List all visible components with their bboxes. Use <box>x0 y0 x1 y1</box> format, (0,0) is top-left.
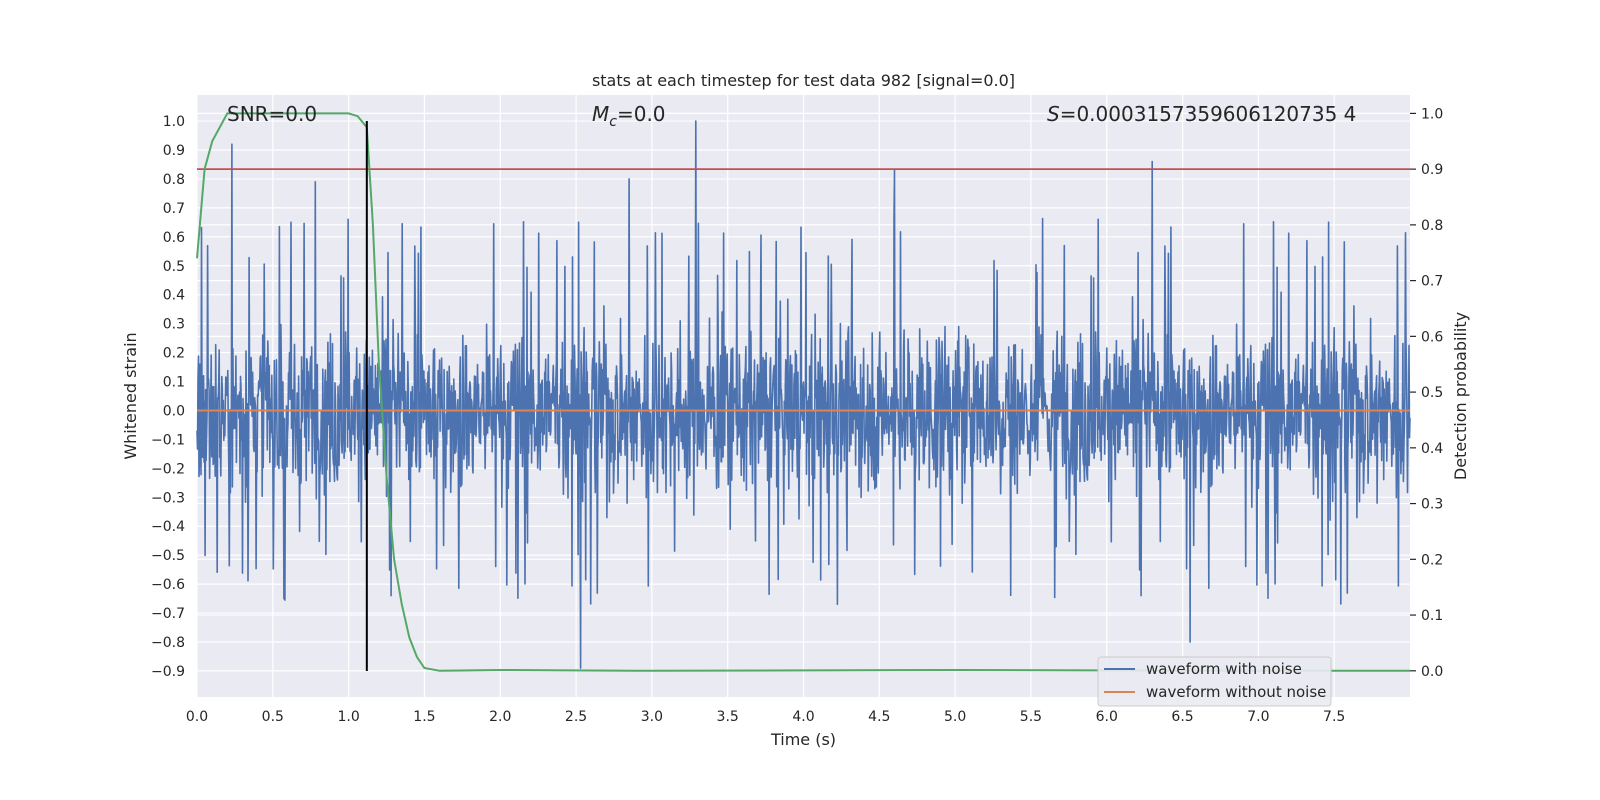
y-tick-label: 0.1 <box>163 375 185 391</box>
x-tick-label: 1.5 <box>413 709 435 725</box>
x-tick-label: 4.5 <box>868 709 890 725</box>
y2-tick-label: 0.1 <box>1421 608 1443 624</box>
x-tick-label: 0.5 <box>262 709 284 725</box>
y-tick-label: −0.1 <box>151 432 185 448</box>
y-axis-label: Whitened strain <box>121 332 140 459</box>
s-symbol: S <box>1047 102 1060 126</box>
y-tick-label: −0.8 <box>151 635 185 651</box>
snr-annotation: SNR=0.0 <box>227 102 317 126</box>
y-tick-label: 0.5 <box>163 259 185 275</box>
x-tick-label: 3.0 <box>641 709 663 725</box>
y2-tick-label: 0.8 <box>1421 218 1443 234</box>
y2-tick-label: 0.6 <box>1421 329 1443 345</box>
x-tick-label: 5.0 <box>944 709 966 725</box>
y2-tick-label: 0.7 <box>1421 274 1443 290</box>
y-tick-label: −0.4 <box>151 519 185 535</box>
y2-tick-label: 0.0 <box>1421 664 1443 680</box>
y-tick-label: −0.7 <box>151 606 185 622</box>
mc-subscript: c <box>609 114 617 130</box>
y-tick-label: 0.2 <box>163 346 185 362</box>
x-tick-label: 2.5 <box>565 709 587 725</box>
y-tick-label: 0.0 <box>163 403 185 419</box>
y-tick-label: −0.3 <box>151 490 185 506</box>
axes: 0.0 0.5 1.0 1.5 2.0 2.5 3.0 3.5 4.0 4.5 5.0 5.5 6.0 6… <box>151 106 1443 725</box>
waveform-with-noise-line <box>196 120 1411 669</box>
y-tick-label: 0.9 <box>163 143 185 159</box>
x-tick-label: 3.5 <box>717 709 739 725</box>
y2-tick-label: 0.4 <box>1421 441 1443 457</box>
y2-tick-label: 0.3 <box>1421 497 1443 513</box>
series-lines <box>196 112 1410 672</box>
s-annotation: S=0.0003157359606120735 4 <box>1047 102 1356 126</box>
series-waveform-with-noise <box>196 120 1411 669</box>
x-tick-label: 2.0 <box>489 709 511 725</box>
y2-tick-label: 0.5 <box>1421 385 1443 401</box>
s-value: =0.0003157359606120735 4 <box>1060 102 1357 126</box>
x-tick-label: 7.0 <box>1247 709 1269 725</box>
y-tick-label: 0.6 <box>163 230 185 246</box>
y-tick-label: 0.3 <box>163 317 185 333</box>
y-tick-label: −0.2 <box>151 461 185 477</box>
y-tick-label: 0.8 <box>163 172 185 188</box>
x-tick-label: 0.0 <box>186 709 208 725</box>
x-tick-label: 4.0 <box>792 709 814 725</box>
legend-label-waveform-without-noise: waveform without noise <box>1146 683 1326 701</box>
mc-value: =0.0 <box>617 102 666 126</box>
detection-probability-line <box>196 112 1410 672</box>
x-tick-label: 6.5 <box>1171 709 1193 725</box>
x-tick-label: 1.0 <box>337 709 359 725</box>
legend-label-waveform-with-noise: waveform with noise <box>1146 660 1302 678</box>
legend: waveform with noise waveform without noi… <box>1097 656 1332 707</box>
y-tick-label: −0.5 <box>151 548 185 564</box>
legend-box <box>1097 656 1332 707</box>
y2-axis-label: Detection probability <box>1451 312 1470 480</box>
y-tick-label: −0.9 <box>151 664 185 680</box>
y-tick-label: 0.7 <box>163 201 185 217</box>
y-tick-label: 1.0 <box>163 114 185 130</box>
chart-title: stats at each timestep for test data 982… <box>592 71 1015 90</box>
y2-tick-label: 1.0 <box>1421 106 1443 122</box>
y-tick-label: −0.6 <box>151 577 185 593</box>
y2-tick-label: 0.9 <box>1421 162 1443 178</box>
x-axis-label: Time (s) <box>770 730 836 749</box>
x-tick-label: 7.5 <box>1323 709 1345 725</box>
mc-symbol: M <box>592 102 609 126</box>
x-tick-label: 6.0 <box>1096 709 1118 725</box>
mc-annotation: Mc=0.0 <box>592 102 666 130</box>
y2-tick-label: 0.2 <box>1421 552 1443 568</box>
x-tick-label: 5.5 <box>1020 709 1042 725</box>
y-tick-label: 0.4 <box>163 288 185 304</box>
